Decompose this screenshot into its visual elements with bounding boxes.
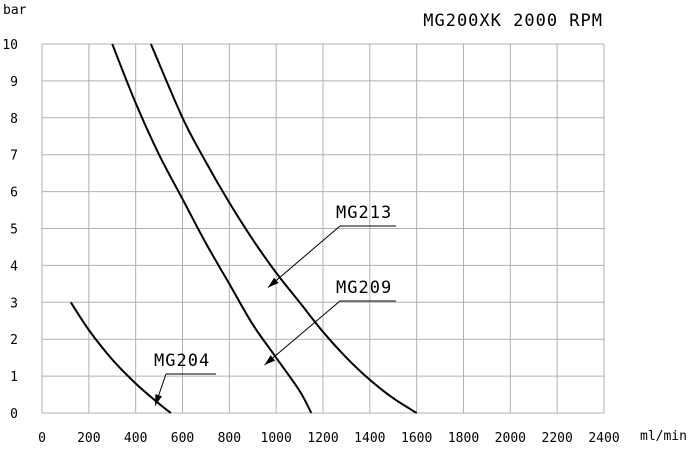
y-tick-label: 9 [10,75,18,90]
x-tick-label: 1400 [354,431,385,446]
x-tick-label: 1200 [307,431,338,446]
axes: 0 200 400 600 800 1000 1200 1400 1600 1800 2000 220… [2,38,619,446]
callout-label-mg204: MG204 [154,351,210,371]
x-tick-label: 400 [124,431,147,446]
y-axis-unit-label: bar [3,3,27,18]
y-tick-label: 1 [10,370,18,385]
x-tick-label: 2400 [588,431,619,446]
x-tick-label: 200 [77,431,100,446]
x-tick-label: 2200 [542,431,573,446]
y-tick-label: 0 [10,407,18,422]
y-tick-label: 2 [10,333,18,348]
series-group [69,43,418,414]
callouts: MG213 MG209 MG204 [154,203,396,406]
x-tick-label: 1800 [448,431,479,446]
y-tick-label: 6 [10,186,18,201]
x-tick-label: 1000 [261,431,292,446]
x-tick-label: 0 [38,431,46,446]
callout-arrowhead [267,277,279,288]
x-tick-label: 600 [171,431,194,446]
series-line-mg213 [149,43,418,414]
x-tick-label: 2000 [495,431,526,446]
y-tick-label: 8 [10,112,18,127]
labels: MG200XK 2000 RPM bar ml/min [3,3,687,444]
y-tick-label: 4 [10,259,18,274]
series-line-mg209 [111,43,313,414]
y-tick-label: 3 [10,296,18,311]
callout-arrowhead [155,394,162,406]
callout-leader [267,225,341,288]
callout-arrowhead [264,355,276,366]
y-tick-label: 10 [2,38,18,53]
callout-label-mg209: MG209 [336,278,392,298]
chart-title: MG200XK 2000 RPM [423,11,603,31]
y-tick-label: 7 [10,149,18,164]
x-axis-unit-label: ml/min [640,429,687,444]
x-tick-label: 800 [218,431,241,446]
callout-leader [264,300,341,366]
x-tick-label: 1600 [401,431,432,446]
series-line-mg204 [69,301,172,414]
callout-label-mg213: MG213 [336,203,392,223]
y-tick-label: 5 [10,223,18,238]
grid [41,43,605,414]
